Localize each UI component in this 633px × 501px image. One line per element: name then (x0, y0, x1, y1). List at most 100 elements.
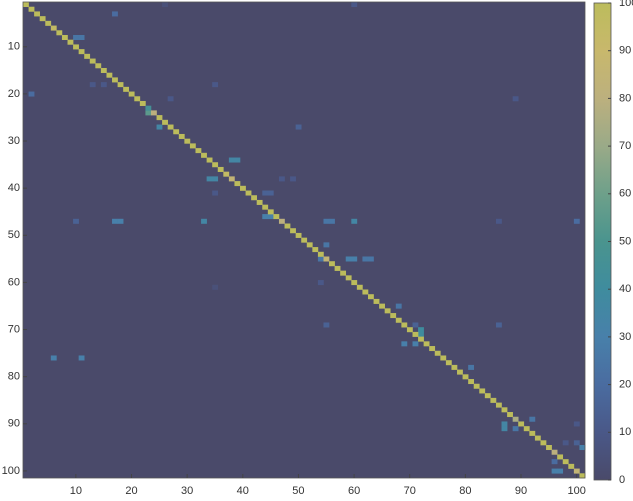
diagonal-cell (78, 49, 85, 55)
diagonal-cell (557, 454, 564, 460)
diagonal-cell (501, 407, 508, 413)
cell (317, 280, 324, 286)
diagonal-cell (367, 294, 374, 300)
diagonal-cell (546, 445, 552, 451)
cell (323, 218, 330, 224)
cell (362, 256, 369, 262)
cell (551, 459, 558, 465)
cell (501, 426, 508, 432)
cell (167, 96, 174, 102)
cell (468, 364, 475, 370)
cell (395, 303, 402, 309)
cell (278, 176, 285, 182)
diagonal-cell (295, 232, 302, 238)
diagonal-cell (139, 100, 146, 106)
cell (28, 91, 35, 97)
cell (212, 176, 219, 182)
diagonal-cell (479, 388, 486, 394)
diagonal-cell (412, 331, 419, 337)
cell (234, 157, 241, 163)
diagonal-cell (234, 181, 241, 187)
diagonal-cell (495, 402, 502, 408)
diagonal-cell (457, 369, 463, 375)
diagonal-cell (95, 63, 102, 69)
cell (345, 256, 352, 262)
cell (290, 176, 296, 182)
y-tick-label: 90 (8, 418, 20, 430)
diagonal-cell (206, 157, 213, 163)
diagonal-cell (323, 256, 330, 262)
diagonal-cell (228, 176, 235, 182)
cell (317, 256, 324, 262)
diagonal-cell (267, 209, 274, 215)
diagonal-cell (356, 284, 363, 290)
x-tick-label: 60 (348, 485, 360, 497)
diagonal-cell (573, 468, 580, 474)
diagonal-cell (490, 397, 497, 403)
cell (73, 34, 79, 41)
plot-frame (22, 1, 586, 479)
cell (78, 34, 85, 41)
diagonal-cell (445, 360, 452, 366)
cell (323, 242, 330, 248)
diagonal-cell (317, 251, 324, 257)
diagonal-cell (540, 440, 547, 446)
diagonal-cell (39, 16, 46, 22)
cell (351, 256, 358, 262)
diagonal-cell (362, 289, 369, 295)
diagonal-cell (518, 421, 525, 427)
diagonal-cell (178, 133, 185, 139)
diagonal-cell (306, 242, 313, 248)
x-tick-label: 30 (181, 485, 193, 497)
diagonal-cell (340, 270, 347, 276)
x-tick-label: 40 (237, 485, 249, 497)
cell (89, 82, 96, 88)
diagonal-cell (529, 430, 536, 436)
cell (267, 214, 274, 220)
diagonal-cell (334, 265, 341, 271)
cell (212, 284, 219, 290)
diagonal-cell (162, 119, 168, 125)
cell (579, 445, 586, 451)
diagonal-cell (128, 91, 135, 97)
diagonal-cell (278, 218, 285, 224)
cell (206, 176, 213, 182)
y-tick-label: 30 (8, 135, 20, 147)
diagonal-cell (45, 20, 52, 26)
y-tick-label: 10 (8, 41, 20, 53)
colorbar-tick-label: 100 (619, 0, 633, 9)
cell (329, 218, 335, 224)
diagonal-cell (112, 77, 118, 83)
y-tick-label: 60 (8, 276, 20, 288)
diagonal-cell (23, 2, 29, 8)
cell (551, 468, 558, 474)
diagonal-cell (156, 115, 163, 121)
cell (162, 2, 168, 8)
diagonal-cell (189, 143, 196, 149)
diagonal-cell (173, 129, 180, 135)
cell (156, 124, 163, 130)
cell (201, 218, 207, 224)
diagonal-cell (384, 308, 391, 314)
y-tick-label: 80 (8, 371, 20, 383)
diagonal-cell (50, 25, 57, 31)
cell (401, 341, 408, 347)
diagonal-cell (262, 204, 269, 210)
cell (495, 218, 502, 224)
diagonal-cell (523, 426, 530, 432)
diagonal-cell (256, 199, 263, 205)
diagonal-cell (312, 247, 319, 253)
diagonal-cell (418, 336, 424, 342)
diagonal-cell (34, 11, 40, 17)
diagonal-cell (401, 322, 408, 328)
diagonal-cell (290, 228, 296, 234)
colorbar-tick-label: 60 (619, 188, 631, 200)
diagonal-cell (468, 379, 475, 385)
diagonal-cell (73, 44, 79, 50)
diagonal-cell (123, 86, 130, 92)
diagonal-cell (184, 138, 191, 144)
diagonal-cell (351, 280, 358, 286)
diagonal-cell (507, 412, 513, 418)
diagonal-cell (434, 350, 441, 356)
y-tick-label: 100 (2, 465, 20, 477)
